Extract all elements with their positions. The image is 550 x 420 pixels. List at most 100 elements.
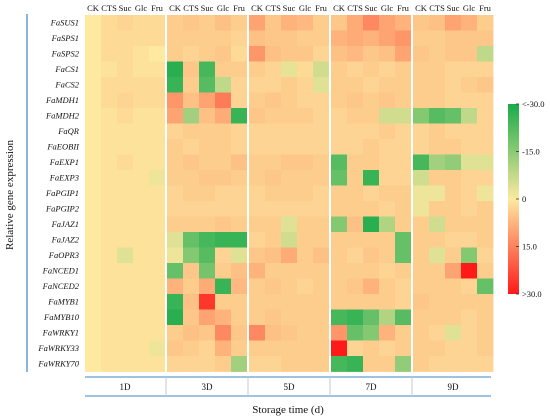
gene-label: FaSPS2 [51, 49, 80, 59]
heatmap-cell [477, 278, 494, 295]
treatment-label: CK [415, 3, 428, 13]
heatmap-cell [117, 170, 134, 186]
heatmap-cell [215, 309, 232, 326]
heatmap-cell [313, 170, 330, 186]
heatmap-cell [101, 92, 118, 109]
heatmap-cell [379, 154, 396, 171]
heatmap-cell [477, 108, 494, 124]
heatmap-cell [133, 216, 150, 233]
heatmap-cell [133, 340, 150, 357]
heatmap-cell [101, 232, 118, 248]
heatmap-cell [379, 30, 396, 47]
heatmap-cell [379, 185, 396, 202]
heatmap-cell [199, 139, 216, 155]
heatmap-cell [281, 30, 298, 47]
heatmap-cell [297, 170, 314, 186]
heatmap-cell [85, 154, 102, 171]
heatmap-cell [429, 278, 446, 295]
heatmap-cell [429, 263, 446, 279]
heatmap-cell [477, 340, 494, 357]
heatmap-cell [133, 92, 150, 109]
heatmap-cell [445, 77, 462, 93]
heatmap-cell [461, 201, 478, 217]
heatmap-cell [461, 356, 478, 372]
heatmap-cell [347, 92, 364, 109]
heatmap-cell [331, 170, 348, 186]
heatmap-cell [379, 170, 396, 186]
heatmap-cell [363, 123, 380, 140]
heatmap-cell [297, 123, 314, 140]
heatmap-cell [231, 216, 248, 233]
heatmap-cell [215, 92, 232, 109]
heatmap-cell [413, 15, 430, 31]
heatmap-cell [461, 340, 478, 357]
heatmap-cell [445, 201, 462, 217]
heatmap-cell [363, 170, 380, 186]
heatmap-cell [265, 61, 282, 78]
heatmap-cell [199, 170, 216, 186]
heatmap-cell [249, 340, 266, 357]
heatmap-cell [199, 325, 216, 341]
heatmap-cell [117, 185, 134, 202]
heatmap-cell [331, 30, 348, 47]
heatmap-cell [281, 170, 298, 186]
x-axis-label: Storage time (d) [252, 404, 324, 416]
heatmap-cell [133, 108, 150, 124]
heatmap-cell [199, 294, 216, 310]
heatmap-cell [379, 61, 396, 78]
heatmap-cell [461, 232, 478, 248]
heatmap-cell [297, 201, 314, 217]
day-separators [165, 7, 413, 372]
heatmap-cell [231, 108, 248, 124]
heatmap-cell [445, 154, 462, 171]
heatmap-cell [445, 46, 462, 62]
heatmap-cell [445, 325, 462, 341]
heatmap-cell [379, 108, 396, 124]
heatmap-cell [215, 340, 232, 357]
heatmap-cell [183, 216, 200, 233]
heatmap-cell [215, 46, 232, 62]
day-labels: 1D 3D 5D 7D 9D [120, 377, 459, 396]
heatmap-cell [461, 15, 478, 31]
heatmap-cell [313, 216, 330, 233]
treatment-labels: CK CTS Suc Glc Fru CK CTS Suc Glc Fru CK CTS Suc Glc F… [87, 3, 492, 13]
heatmap-cell [199, 278, 216, 295]
heatmap-cell [133, 154, 150, 171]
heatmap-cell [477, 92, 494, 109]
heatmap-cell [199, 232, 216, 248]
heatmap-cell [85, 340, 102, 357]
heatmap-cell [297, 232, 314, 248]
heatmap-cell [215, 201, 232, 217]
heatmap-cell [199, 61, 216, 78]
heatmap-cell [199, 356, 216, 372]
heatmap-cell [265, 216, 282, 233]
heatmap-cell [183, 247, 200, 264]
heatmap-cell [231, 170, 248, 186]
heatmap-cell [249, 247, 266, 264]
heatmap-cell [265, 263, 282, 279]
heatmap-cell [101, 108, 118, 124]
heatmap-cell [413, 92, 430, 109]
heatmap-cell [297, 340, 314, 357]
heatmap-cell [297, 263, 314, 279]
heatmap-cell [85, 216, 102, 233]
heatmap-cell [477, 170, 494, 186]
heatmap-cell [281, 201, 298, 217]
heatmap-cell [313, 30, 330, 47]
heatmap-cell [379, 46, 396, 62]
heatmap-cell [281, 77, 298, 93]
heatmap-cell [133, 278, 150, 295]
heatmap-cell [313, 123, 330, 140]
heatmap-cell [249, 30, 266, 47]
heatmap-cell [167, 123, 184, 140]
heatmap-cell [167, 61, 184, 78]
heatmap-cell [379, 325, 396, 341]
heatmap-cell [347, 154, 364, 171]
heatmap-cell [133, 294, 150, 310]
gene-label: FaWRKY1 [42, 328, 79, 338]
treatment-label: CTS [265, 3, 281, 13]
heatmap-cell [379, 247, 396, 264]
heatmap-cell [85, 232, 102, 248]
heatmap-cell [395, 123, 412, 140]
treatment-label: CK [87, 3, 100, 13]
